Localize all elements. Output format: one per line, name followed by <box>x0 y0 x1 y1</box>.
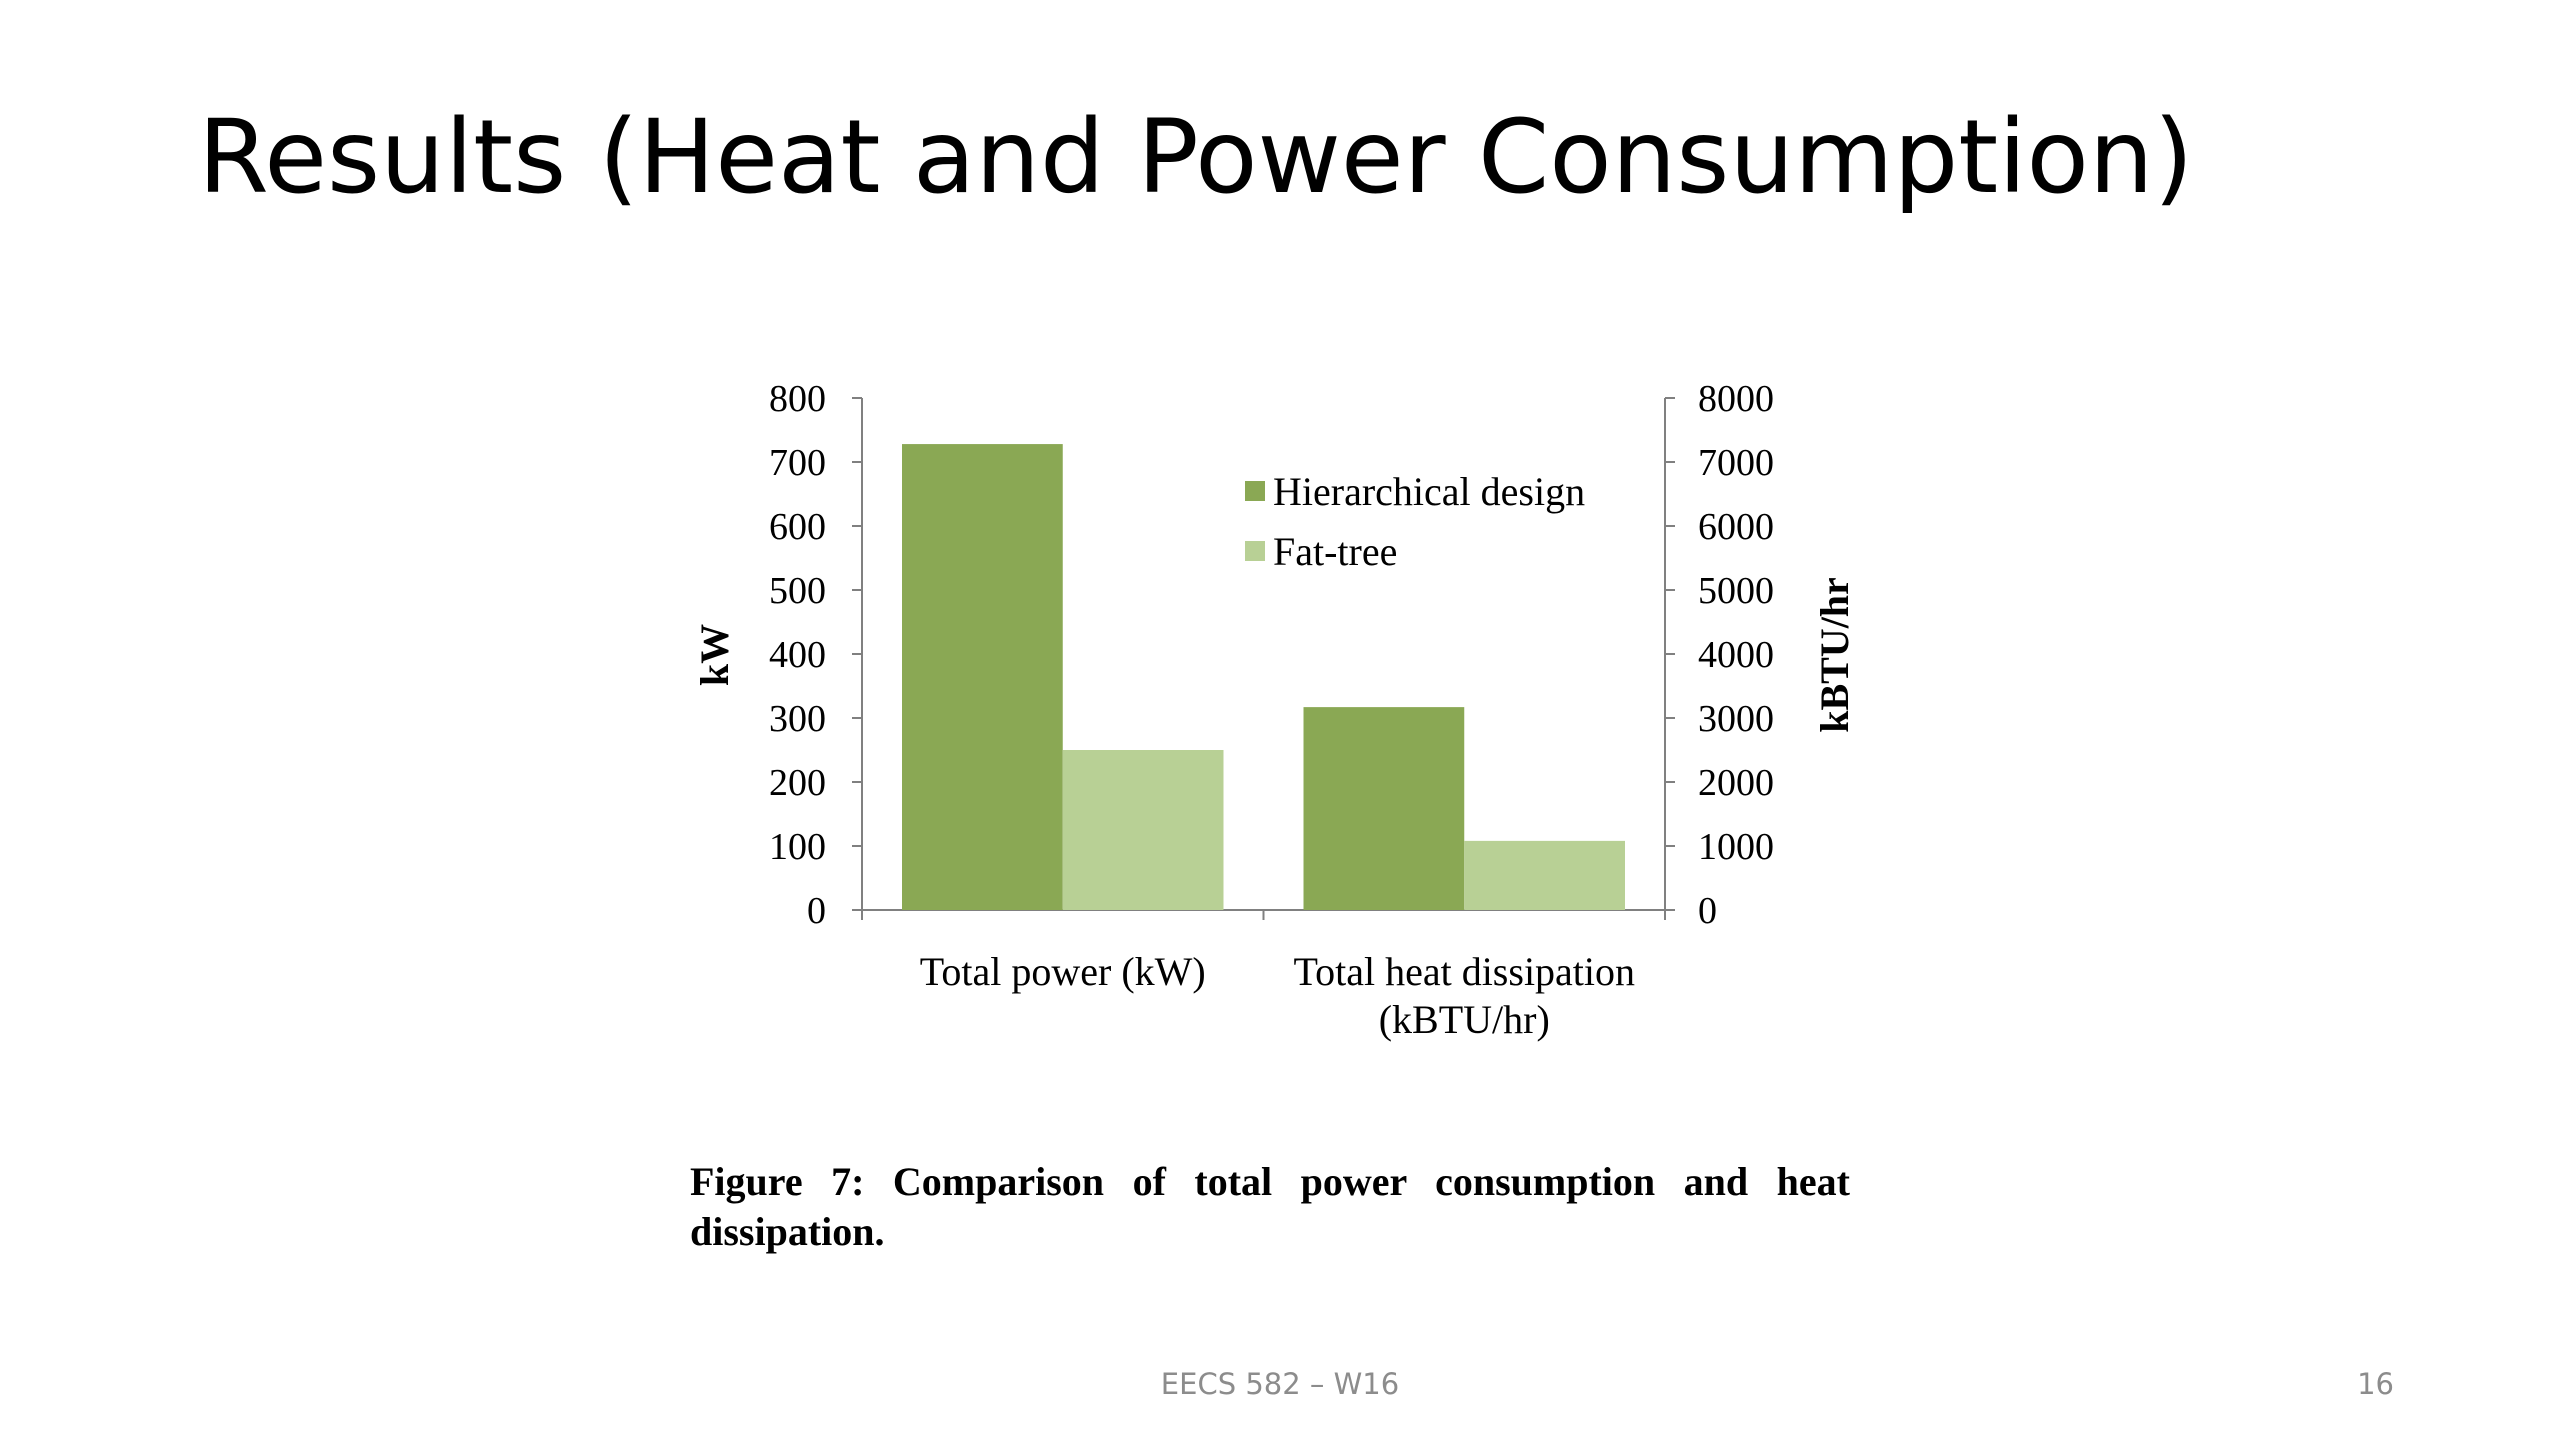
bar-hierarchical <box>902 444 1063 910</box>
bar-fat-tree <box>1062 750 1224 910</box>
y-tick-label-left: 500 <box>769 570 826 612</box>
y-tick-label-left: 800 <box>769 378 826 420</box>
y-tick-label-right: 1000 <box>1698 826 1774 868</box>
legend-label: Hierarchical design <box>1273 469 1585 514</box>
slide-title: Results (Heat and Power Consumption) <box>198 98 2194 217</box>
y-tick-label-left: 400 <box>769 634 826 676</box>
y-tick-label-right: 3000 <box>1698 698 1774 740</box>
y-tick-label-right: 4000 <box>1698 634 1774 676</box>
legend-swatch <box>1245 481 1265 501</box>
y-tick-label-left: 200 <box>769 762 826 804</box>
y-tick-label-left: 100 <box>769 826 826 868</box>
y-tick-label-left: 700 <box>769 442 826 484</box>
legend-label: Fat-tree <box>1273 529 1397 574</box>
y-tick-label-right: 8000 <box>1698 378 1774 420</box>
y-tick-label-left: 600 <box>769 506 826 548</box>
y-tick-label-right: 0 <box>1698 890 1717 932</box>
y-axis-title-left: kW <box>692 624 737 686</box>
legend-swatch <box>1245 541 1265 561</box>
y-tick-label-right: 6000 <box>1698 506 1774 548</box>
x-category-label: Total power (kW) <box>920 949 1206 994</box>
y-tick-label-right: 2000 <box>1698 762 1774 804</box>
y-tick-label-right: 7000 <box>1698 442 1774 484</box>
y-axis-title-right: kBTU/hr <box>1812 577 1857 733</box>
y-tick-label-right: 5000 <box>1698 570 1774 612</box>
page-number: 16 <box>2357 1367 2394 1401</box>
x-category-label: Total heat dissipation <box>1293 949 1635 994</box>
figure-caption: Figure 7: Comparison of total power cons… <box>690 1159 1850 1254</box>
bar-hierarchical <box>1303 707 1465 910</box>
slide-footer: EECS 582 – W16 <box>1160 1367 1400 1401</box>
x-category-label: (kBTU/hr) <box>1379 997 1550 1042</box>
bar-fat-tree <box>1464 840 1625 910</box>
y-tick-label-left: 0 <box>807 890 826 932</box>
y-tick-label-left: 300 <box>769 698 826 740</box>
